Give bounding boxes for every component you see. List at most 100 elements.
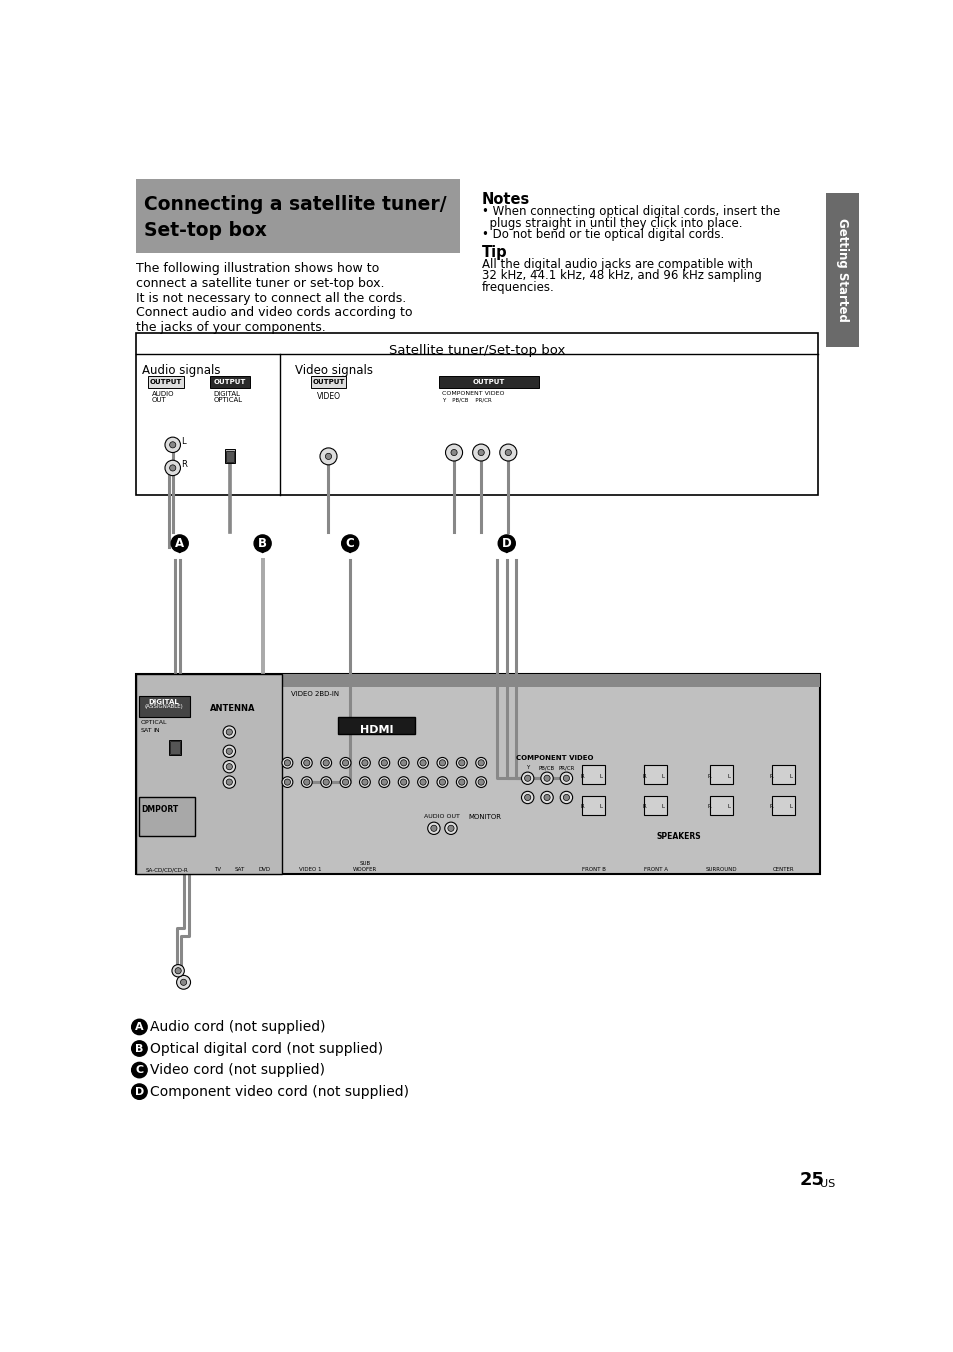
Text: Video cord (not supplied): Video cord (not supplied) [150, 1063, 325, 1078]
Circle shape [499, 443, 517, 461]
Circle shape [301, 757, 312, 768]
Bar [771, 796, 794, 815]
Bar [438, 376, 538, 388]
Circle shape [223, 745, 235, 757]
Text: Connecting a satellite tuner/: Connecting a satellite tuner/ [144, 195, 446, 214]
Bar [136, 333, 818, 495]
Text: connect a satellite tuner or set-top box.: connect a satellite tuner or set-top box… [136, 277, 384, 289]
Bar [136, 675, 282, 875]
Text: plugs straight in until they click into place.: plugs straight in until they click into … [481, 216, 741, 230]
Circle shape [361, 760, 368, 767]
Text: D: D [501, 537, 511, 550]
Text: MONITOR: MONITOR [468, 814, 501, 821]
Text: Notes: Notes [481, 192, 530, 207]
Circle shape [132, 1041, 147, 1056]
Circle shape [132, 1019, 147, 1034]
Text: FRONT B: FRONT B [581, 867, 605, 872]
Text: 25: 25 [799, 1171, 823, 1190]
Text: OPTICAL: OPTICAL [213, 397, 243, 403]
Text: Connect audio and video cords according to: Connect audio and video cords according … [136, 307, 413, 319]
Circle shape [400, 779, 406, 786]
Text: Satellite tuner/Set-top box: Satellite tuner/Set-top box [389, 343, 565, 357]
Circle shape [319, 448, 336, 465]
Circle shape [132, 1084, 147, 1099]
Circle shape [439, 779, 445, 786]
Text: R: R [707, 804, 711, 810]
Circle shape [342, 760, 348, 767]
Bar [148, 376, 183, 388]
Circle shape [559, 791, 572, 803]
Text: DMPORT: DMPORT [142, 806, 179, 814]
Text: frequencies.: frequencies. [481, 281, 554, 293]
Text: B: B [258, 537, 267, 550]
Circle shape [439, 760, 445, 767]
Text: L: L [789, 804, 792, 810]
Text: Getting Started: Getting Started [835, 218, 848, 322]
Circle shape [284, 760, 291, 767]
Bar [136, 180, 459, 253]
Text: OPTICAL: OPTICAL [140, 721, 167, 726]
Text: DIGITAL: DIGITAL [213, 391, 240, 397]
Text: SA-CD/CD/CD-R: SA-CD/CD/CD-R [146, 867, 189, 872]
Text: All the digital audio jacks are compatible with: All the digital audio jacks are compatib… [481, 258, 752, 270]
Circle shape [559, 772, 572, 784]
Text: Component video cord (not supplied): Component video cord (not supplied) [150, 1084, 409, 1099]
Circle shape [543, 775, 550, 781]
Text: SPEAKERS: SPEAKERS [656, 831, 700, 841]
Text: R: R [641, 804, 645, 810]
Bar [139, 798, 195, 836]
Circle shape [497, 535, 515, 552]
Circle shape [445, 443, 462, 461]
Circle shape [170, 442, 175, 448]
Circle shape [323, 779, 329, 786]
Circle shape [524, 795, 530, 800]
Circle shape [458, 760, 464, 767]
Circle shape [171, 535, 188, 552]
Text: COMPONENT VIDEO: COMPONENT VIDEO [442, 391, 504, 396]
Text: A: A [135, 1022, 144, 1032]
Circle shape [341, 535, 358, 552]
Bar [136, 675, 819, 875]
Circle shape [521, 772, 534, 784]
Circle shape [223, 761, 235, 773]
Text: Y    PB/CB    PR/CR: Y PB/CB PR/CR [442, 397, 492, 402]
Circle shape [477, 449, 484, 456]
Text: OUTPUT: OUTPUT [213, 379, 246, 384]
Circle shape [477, 760, 484, 767]
Circle shape [400, 760, 406, 767]
Bar [311, 376, 346, 388]
Circle shape [447, 825, 454, 831]
Circle shape [456, 757, 467, 768]
Text: ANTENNA: ANTENNA [210, 703, 255, 713]
Text: L: L [599, 804, 602, 810]
Bar [709, 796, 732, 815]
Circle shape [562, 795, 569, 800]
Circle shape [451, 449, 456, 456]
Text: OUTPUT: OUTPUT [473, 379, 504, 384]
Bar [224, 449, 235, 464]
Text: R: R [707, 773, 711, 779]
Text: • When connecting optical digital cords, insert the: • When connecting optical digital cords,… [481, 206, 780, 219]
Circle shape [325, 453, 332, 460]
Text: R: R [181, 460, 187, 469]
Circle shape [540, 791, 553, 803]
Text: L: L [661, 773, 664, 779]
Text: FRONT A: FRONT A [643, 867, 667, 872]
Text: R: R [641, 773, 645, 779]
Text: D: D [134, 1087, 144, 1096]
Text: AUDIO: AUDIO [152, 391, 174, 397]
Text: AUDIO OUT: AUDIO OUT [424, 814, 460, 819]
Circle shape [397, 776, 409, 787]
Circle shape [524, 775, 530, 781]
Text: OUTPUT: OUTPUT [312, 379, 344, 384]
Circle shape [436, 776, 447, 787]
Circle shape [458, 779, 464, 786]
Circle shape [359, 776, 370, 787]
Text: US: US [819, 1179, 834, 1190]
Circle shape [172, 964, 184, 977]
Text: R: R [769, 773, 773, 779]
Text: It is not necessary to connect all the cords.: It is not necessary to connect all the c… [136, 292, 406, 304]
Circle shape [223, 776, 235, 788]
Text: HDMI: HDMI [359, 725, 393, 735]
Circle shape [132, 1063, 147, 1078]
